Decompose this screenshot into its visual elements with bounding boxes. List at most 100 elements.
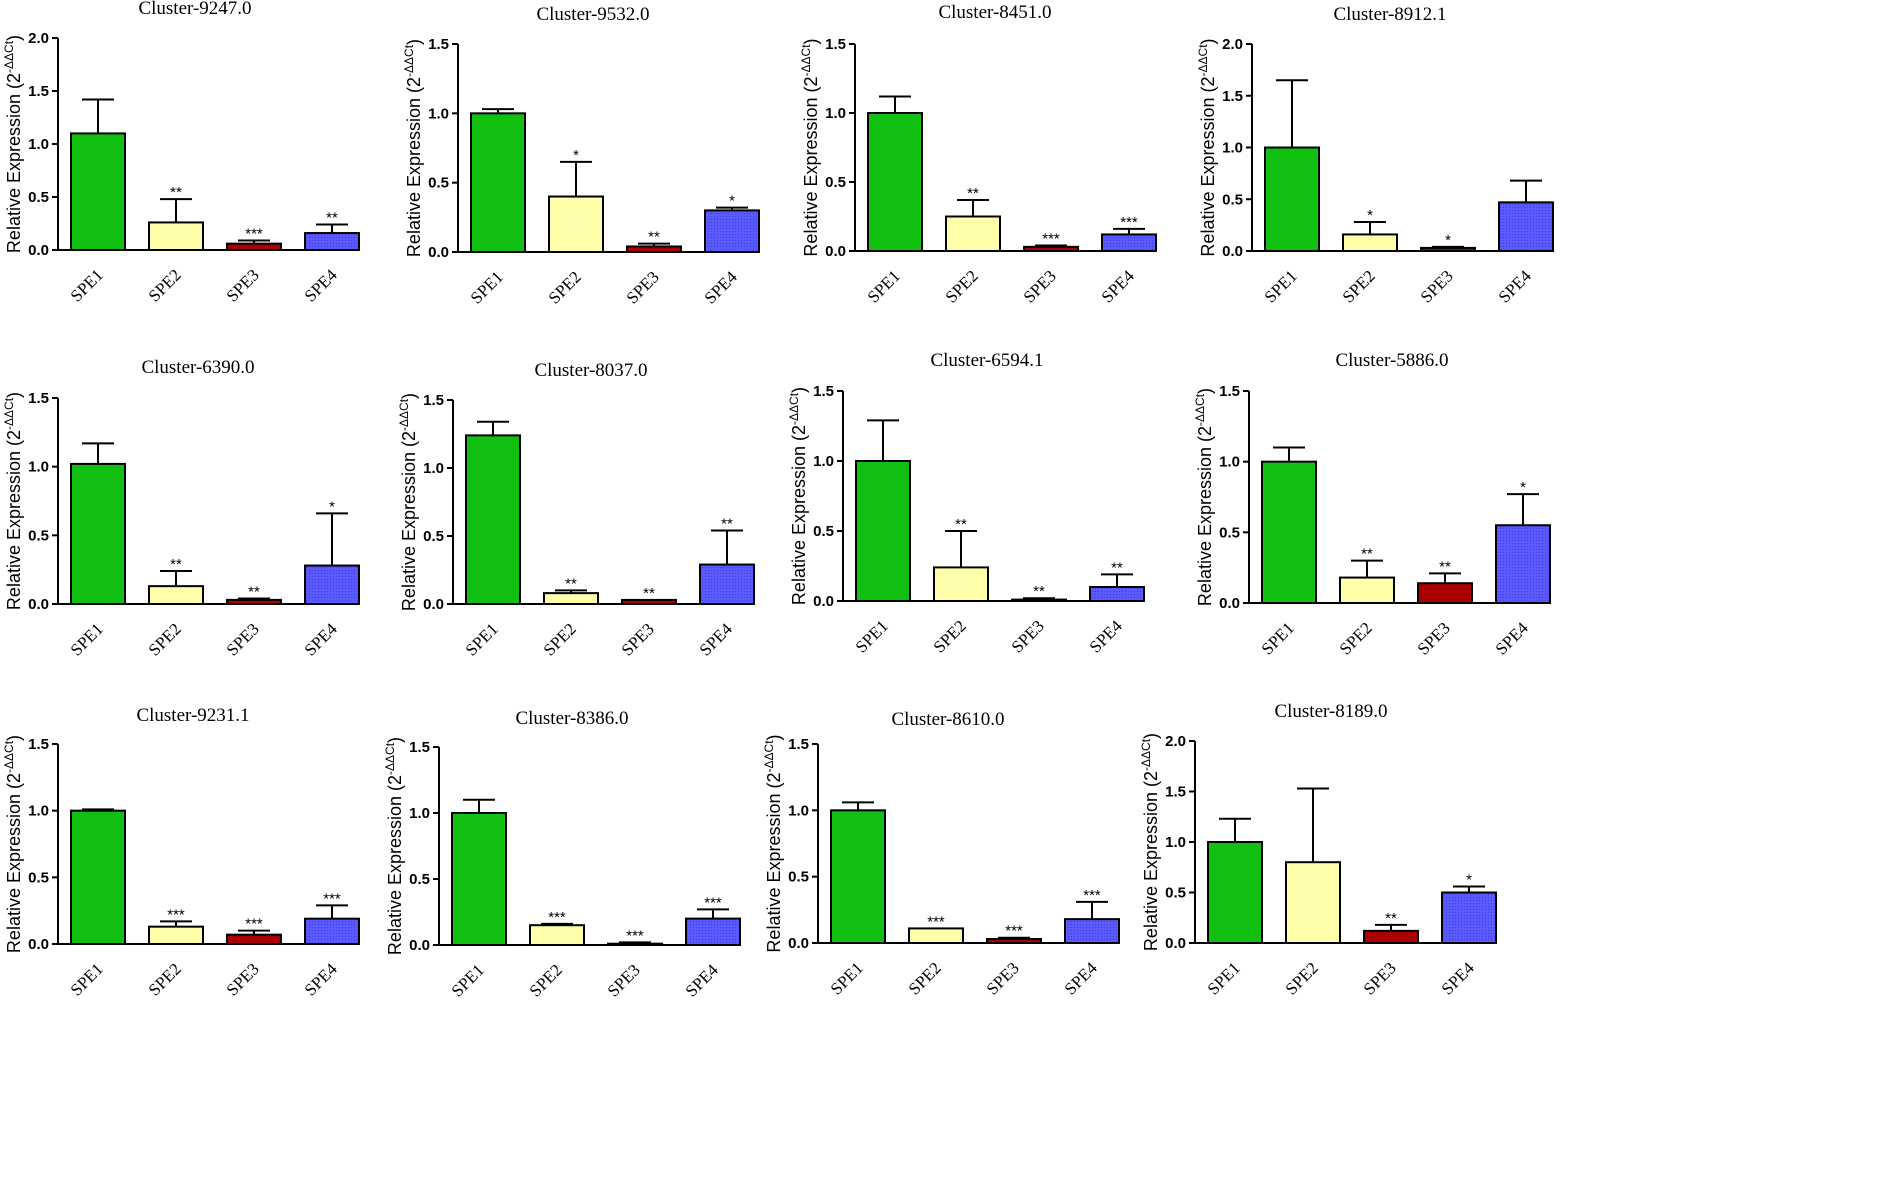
bar (1498, 201, 1554, 252)
y-tick-label: 2.0 (1165, 733, 1186, 750)
y-tick-label: 1.5 (1222, 88, 1243, 105)
x-tick-label: SPE2 (1339, 266, 1379, 306)
y-tick-label: 0.5 (423, 528, 444, 545)
y-tick-label: 0.0 (28, 936, 49, 953)
x-tick-label: SPE1 (1258, 618, 1298, 658)
y-tick-label: 1.0 (1219, 454, 1240, 471)
chart-title: Cluster-9247.0 (138, 0, 251, 19)
significance-marker: *** (1005, 923, 1023, 940)
x-tick-label: SPE2 (145, 959, 185, 999)
x-tick-label: SPE3 (1414, 618, 1454, 658)
x-tick-label: SPE1 (827, 958, 867, 998)
bar (699, 563, 755, 605)
y-tick-label: 0.5 (1222, 191, 1243, 208)
significance-marker: * (729, 193, 735, 210)
significance-marker: ** (1439, 558, 1451, 575)
bar (543, 592, 599, 605)
y-tick-label: 1.5 (28, 390, 49, 407)
bar (621, 598, 677, 605)
x-tick-label: SPE3 (983, 958, 1023, 998)
bar (70, 809, 126, 946)
bar (304, 917, 360, 946)
y-tick-label: 0.0 (788, 935, 809, 952)
x-tick-label: SPE4 (701, 267, 742, 308)
chart-panel: Cluster-6390.0 Relative Expression (2-ΔΔC… (2, 357, 360, 660)
x-tick-label: SPE3 (1008, 616, 1048, 656)
significance-marker: *** (548, 909, 566, 926)
x-tick-label: SPE4 (301, 265, 342, 306)
bar (529, 924, 585, 947)
bar (830, 809, 886, 944)
bar (685, 917, 741, 946)
bar (1339, 576, 1395, 604)
x-tick-label: SPE3 (223, 959, 263, 999)
bar (1101, 233, 1157, 253)
significance-marker: *** (167, 906, 185, 923)
x-tick-label: SPE2 (545, 267, 585, 307)
x-tick-label: SPE3 (623, 267, 663, 307)
y-tick-label: 1.5 (28, 736, 49, 753)
chart-title: Cluster-8386.0 (515, 708, 628, 729)
bar (226, 933, 282, 946)
significance-marker: * (573, 147, 579, 164)
y-tick-label: 2.0 (1222, 36, 1243, 53)
significance-marker: ** (326, 210, 338, 227)
y-axis-label: Relative Expression (2-ΔΔCt) (1196, 38, 1218, 256)
y-tick-label: 0.5 (813, 523, 834, 540)
significance-marker: *** (626, 927, 644, 944)
bar (465, 434, 521, 605)
y-axis-label: Relative Expression (2-ΔΔCt) (799, 38, 821, 256)
y-tick-label: 1.0 (28, 803, 49, 820)
y-tick-label: 0.5 (788, 869, 809, 886)
y-tick-label: 1.5 (28, 83, 49, 100)
bar (1089, 586, 1145, 602)
y-tick-label: 1.5 (423, 392, 444, 409)
y-axis-label: Relative Expression (2-ΔΔCt) (2, 735, 24, 953)
y-tick-label: 1.5 (1165, 784, 1186, 801)
x-tick-label: SPE2 (1282, 958, 1322, 998)
bar (1441, 891, 1497, 944)
significance-marker: ** (1111, 559, 1123, 576)
bar (148, 221, 204, 252)
y-tick-label: 0.5 (28, 527, 49, 544)
y-tick-label: 1.0 (428, 105, 449, 122)
x-tick-label: SPE3 (604, 960, 644, 1000)
x-tick-label: SPE3 (223, 619, 263, 659)
y-axis-label: Relative Expression (2-ΔΔCt) (787, 387, 809, 605)
bar (1261, 460, 1317, 604)
y-tick-label: 0.0 (1222, 243, 1243, 260)
significance-marker: ** (170, 184, 182, 201)
chart-title: Cluster-8189.0 (1274, 701, 1387, 722)
chart-panel: Cluster-8610.0 Relative Expression (2-ΔΔC… (762, 709, 1120, 999)
y-tick-label: 1.5 (813, 383, 834, 400)
significance-marker: ** (1033, 583, 1045, 600)
bar (908, 927, 964, 945)
significance-marker: * (1367, 207, 1373, 224)
x-tick-label: SPE1 (67, 959, 107, 999)
x-tick-label: SPE4 (1495, 266, 1536, 307)
x-tick-label: SPE3 (1360, 958, 1400, 998)
bar (148, 925, 204, 946)
bar (1363, 929, 1419, 945)
x-tick-label: SPE1 (467, 267, 507, 307)
bar (1285, 861, 1341, 945)
bar (855, 460, 911, 602)
y-tick-label: 0.5 (1219, 524, 1240, 541)
y-tick-label: 1.5 (428, 36, 449, 53)
significance-marker: *** (245, 916, 263, 933)
significance-marker: ** (1385, 910, 1397, 927)
x-tick-label: SPE1 (462, 619, 502, 659)
x-tick-label: SPE3 (618, 619, 658, 659)
bar (1417, 582, 1473, 604)
y-tick-label: 1.0 (813, 453, 834, 470)
significance-marker: *** (704, 894, 722, 911)
y-tick-label: 1.5 (1219, 383, 1240, 400)
bar (304, 564, 360, 606)
chart-title: Cluster-9532.0 (536, 4, 649, 25)
y-tick-label: 1.5 (788, 736, 809, 753)
bar (867, 112, 923, 252)
y-axis-label: Relative Expression (2-ΔΔCt) (2, 392, 24, 610)
y-tick-label: 0.5 (409, 871, 430, 888)
y-axis-label: Relative Expression (2-ΔΔCt) (397, 393, 419, 611)
y-tick-label: 1.0 (825, 105, 846, 122)
